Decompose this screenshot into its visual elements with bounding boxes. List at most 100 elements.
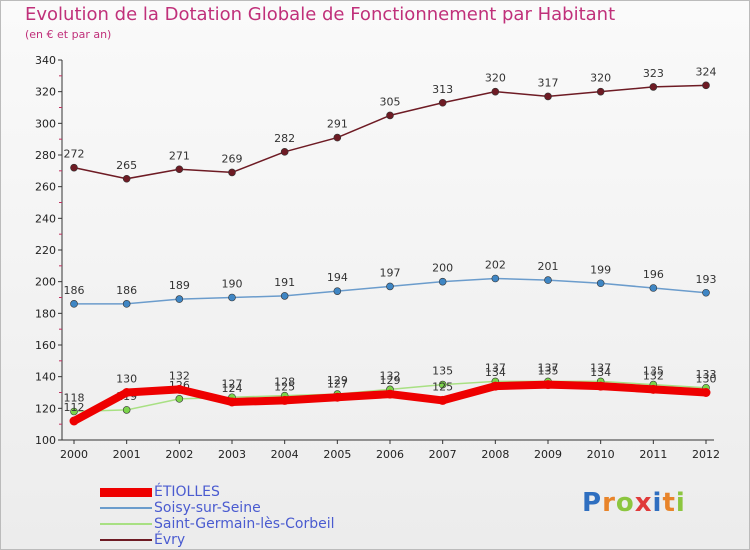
data-label-soisy-sur-seine: 193 [696,273,717,286]
x-tick-label: 2006 [376,448,404,461]
data-point--vry [280,148,289,156]
y-tick-label: 100 [35,434,56,447]
data-point-soisy-sur-seine [386,282,394,291]
y-tick-label: 320 [35,86,56,99]
legend-swatch-soisy [100,507,152,509]
data-label-saint-germain-l-s-corbeil: 133 [696,368,717,381]
y-tick-label: 160 [35,339,56,352]
legend-label-soisy: Soisy-sur-Seine [154,500,261,516]
legend-label-evry: Évry [154,532,186,548]
data-label--vry: 305 [380,95,401,108]
legend-swatch-evry [100,539,152,541]
chart-subtitle: (en € et par an) [25,28,112,41]
data-label-soisy-sur-seine: 186 [64,284,85,297]
x-tick-label: 2004 [271,448,299,461]
data-point--vry [649,83,658,91]
data-point-saint-germain-l-s-corbeil [438,380,447,389]
data-label--vry: 265 [116,159,137,172]
data-label--tiolles: 132 [643,369,664,382]
data-label--tiolles: 135 [538,365,559,378]
data-label-saint-germain-l-s-corbeil: 135 [643,365,664,378]
data-label--tiolles: 124 [222,382,243,395]
data-label--vry: 291 [327,118,348,131]
data-point--vry [438,98,447,107]
data-label--tiolles: 127 [327,377,348,390]
data-point--vry [228,168,236,177]
data-label-soisy-sur-seine: 190 [222,278,243,291]
x-tick-label: 2005 [323,448,351,461]
data-point--vry [491,87,500,96]
data-label-saint-germain-l-s-corbeil: 132 [380,369,401,382]
legend-swatch-saint-germain [100,523,152,525]
legend-item-saint-germain: Saint-Germain-lès-Corbeil [100,516,335,532]
data-point-saint-germain-l-s-corbeil [122,406,131,414]
x-tick-label: 2009 [534,448,562,461]
data-label-soisy-sur-seine: 194 [327,271,348,284]
data-label-soisy-sur-seine: 196 [643,268,664,281]
data-label--tiolles: 134 [590,366,611,379]
data-point-soisy-sur-seine [122,300,131,308]
data-point--tiolles [596,381,606,391]
data-point-soisy-sur-seine [649,284,658,292]
data-point--tiolles [543,380,553,390]
legend-swatch-etiolles [100,487,152,497]
data-point--tiolles [438,395,448,405]
data-point--vry [175,165,184,174]
y-tick-label: 240 [35,212,56,225]
x-tick-label: 2002 [165,448,193,461]
legend-label-etiolles: ÉTIOLLES [154,484,220,500]
data-point--tiolles [385,389,395,399]
data-label-saint-germain-l-s-corbeil: 118 [64,392,85,405]
legend-item-etiolles: ÉTIOLLES [100,484,335,500]
data-label--vry: 320 [590,72,611,85]
data-point--vry [544,92,552,101]
y-tick-label: 260 [35,181,56,194]
x-tick-label: 2012 [692,448,720,461]
data-label--tiolles: 134 [485,366,506,379]
data-point--tiolles [701,388,711,397]
data-label--tiolles: 112 [64,401,85,414]
data-label--tiolles: 132 [169,369,190,382]
data-label--vry: 282 [274,132,295,145]
data-label--tiolles: 129 [380,374,401,387]
data-label-soisy-sur-seine: 189 [169,279,190,292]
data-point--tiolles [280,395,290,405]
data-label--tiolles: 130 [696,373,717,386]
data-label--vry: 272 [64,148,85,161]
data-label-saint-germain-l-s-corbeil: 137 [590,361,611,374]
data-label--tiolles: 125 [274,380,295,393]
data-label-saint-germain-l-s-corbeil: 135 [432,365,453,378]
legend-item-soisy: Soisy-sur-Seine [100,500,335,516]
data-label-saint-germain-l-s-corbeil: 128 [274,376,295,389]
data-point--tiolles [648,384,658,394]
logo-letter: i [675,488,686,518]
legend-label-saint-germain: Saint-Germain-lès-Corbeil [154,516,335,532]
data-point-soisy-sur-seine [702,288,710,297]
data-label-saint-germain-l-s-corbeil: 137 [485,361,506,374]
data-point--tiolles [490,381,500,391]
y-tick-label: 300 [35,117,56,130]
data-label--vry: 313 [432,83,453,96]
y-tick-label: 120 [35,402,56,415]
logo-letter: x [634,488,653,518]
data-label-soisy-sur-seine: 200 [432,262,453,275]
data-label--vry: 323 [643,67,664,80]
data-point--tiolles [69,416,79,426]
data-point-soisy-sur-seine [491,274,500,283]
data-point--tiolles [122,388,132,397]
data-label--vry: 324 [696,65,717,78]
y-tick-label: 180 [35,307,56,320]
data-point-soisy-sur-seine [280,292,289,300]
data-point-soisy-sur-seine [228,293,236,302]
data-label-soisy-sur-seine: 197 [380,266,401,279]
x-tick-label: 2000 [60,448,88,461]
data-point--tiolles [227,397,237,407]
data-point--vry [333,133,342,142]
y-tick-label: 280 [35,149,56,162]
chart-title: Evolution de la Dotation Globale de Fonc… [25,4,616,25]
data-point--tiolles [332,392,342,402]
data-label--tiolles: 130 [116,373,137,386]
data-point-soisy-sur-seine [333,287,342,295]
